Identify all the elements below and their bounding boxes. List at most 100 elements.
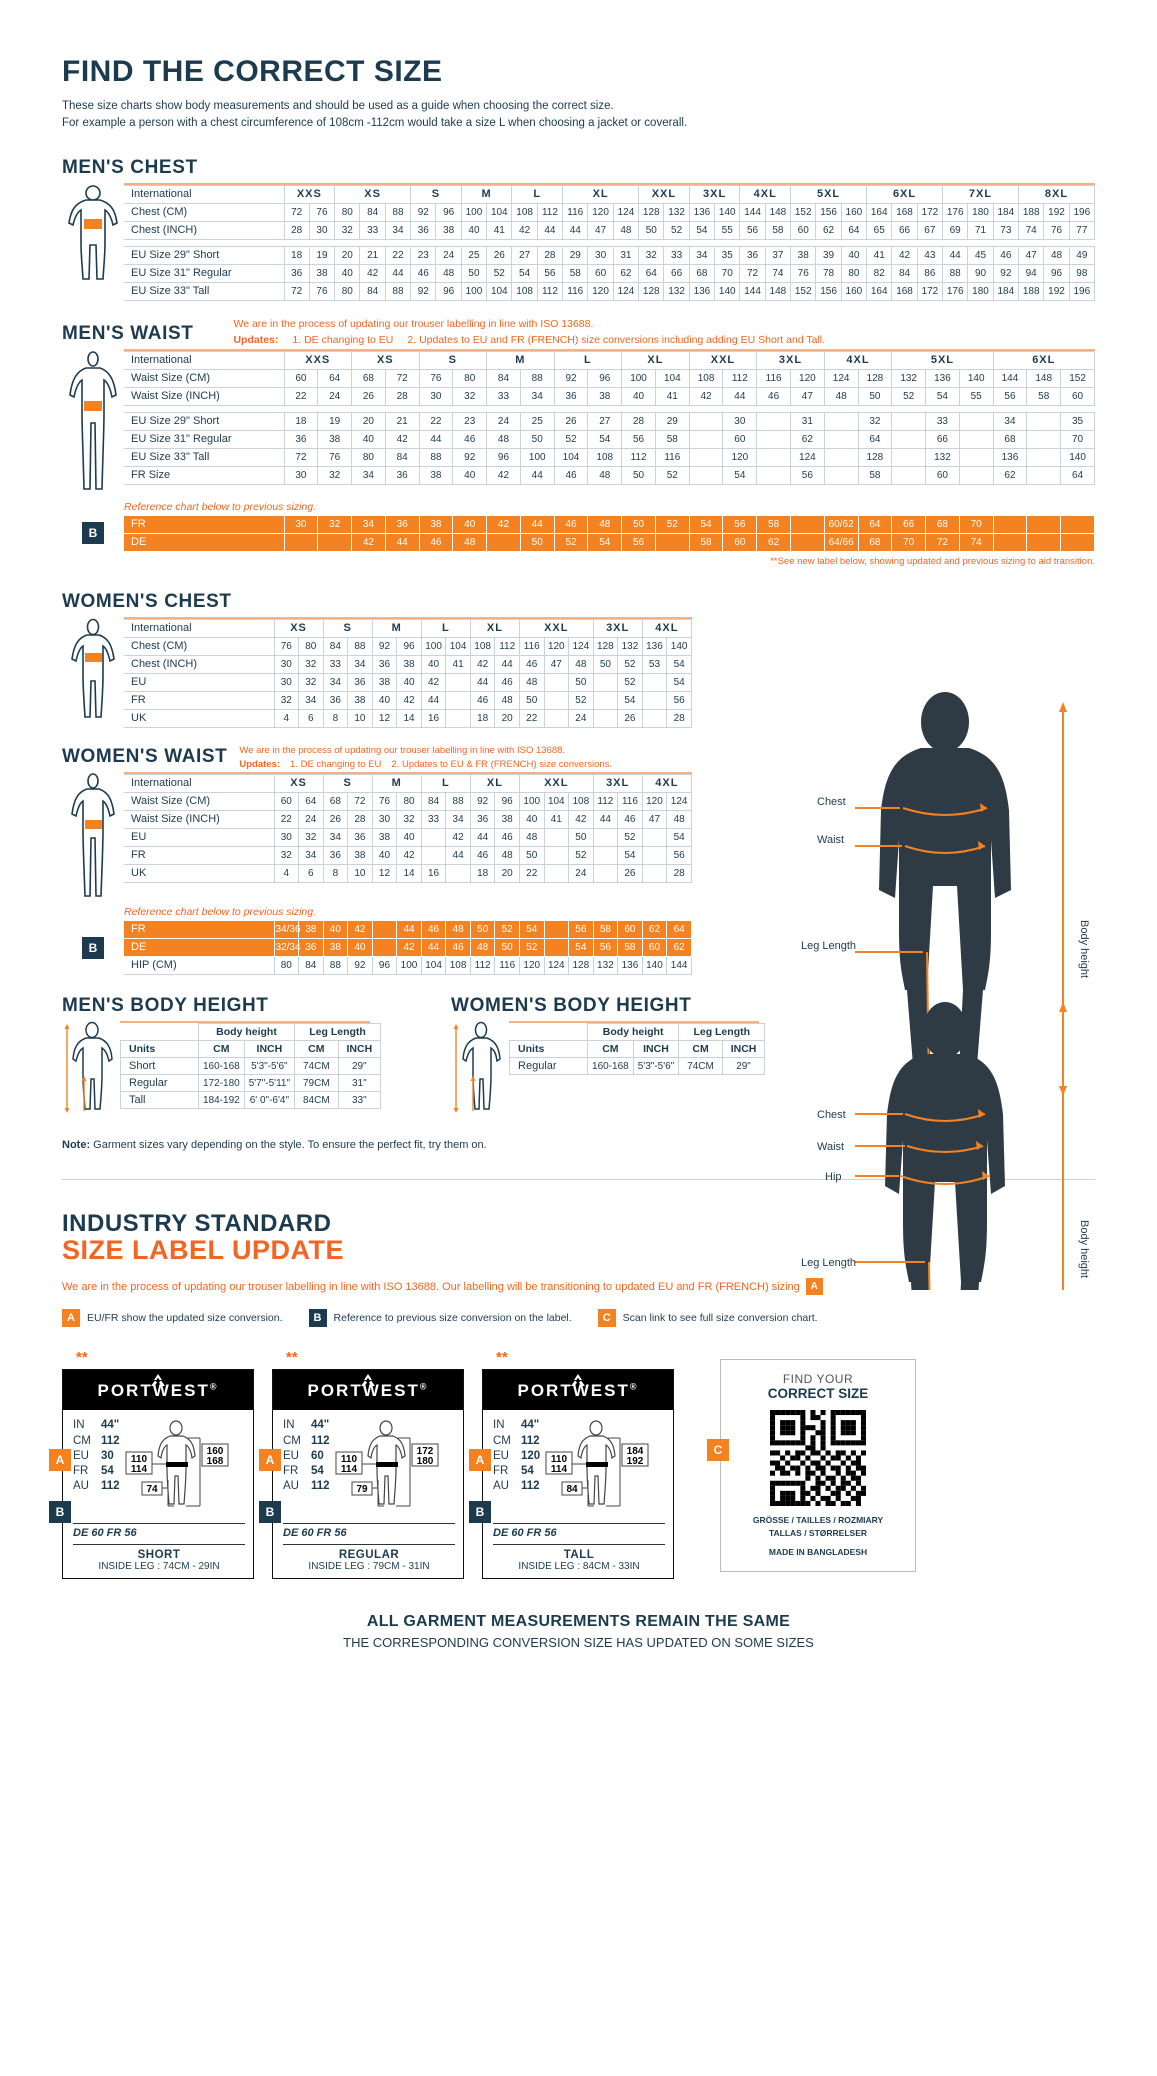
cell: 124 xyxy=(823,368,859,388)
womens-body-height-block: WOMEN'S BODY HEIGHT xyxy=(451,995,766,1114)
cell: 160-168 xyxy=(587,1057,634,1076)
cell: 41 xyxy=(486,221,513,241)
cell: 128 xyxy=(638,282,665,302)
qr-code-image[interactable] xyxy=(770,1410,866,1507)
size-code-key: EU xyxy=(283,1449,299,1462)
cell: 20 xyxy=(494,708,520,728)
womens-waist-badge-b-wrap: B xyxy=(62,936,124,959)
cell: 68 xyxy=(857,532,893,552)
size-codes: IN 44" CM 112 EU 30 FR 54 AU 112 xyxy=(73,1418,120,1515)
cell: 108 xyxy=(511,203,538,223)
cell: 64 xyxy=(857,429,893,449)
portwest-wordmark: PORTWEST xyxy=(517,1381,630,1401)
cell: 67 xyxy=(916,221,944,241)
orange-table-row: DE 32/34 36 38 40 42 44 46 48 50 52 54 56 58 60 62 xyxy=(124,938,692,958)
cell: 62 xyxy=(756,532,791,552)
cell: 88 xyxy=(322,956,349,976)
cell: 160-168 xyxy=(198,1057,245,1076)
cell xyxy=(823,447,859,467)
cell: 60 xyxy=(925,465,960,485)
mens-waist-update-note: We are in the process of updating our tr… xyxy=(193,317,1095,349)
legend-text: Scan link to see full size conversion ch… xyxy=(622,1312,818,1325)
table-row: FR Size 30 32 34 36 38 40 42 44 46 48 50 52 54 56 58 60 6… xyxy=(124,465,1095,485)
cell: 25 xyxy=(460,246,488,266)
table-row: Chest (CM) 72 76 80 84 88 92 96 100 104 108 112 116 1… xyxy=(124,203,1096,223)
cell: 32/34 xyxy=(273,938,301,958)
label-footer: SHORT INSIDE LEG : 74CM - 29IN xyxy=(73,1544,245,1578)
size-code-value: 60 xyxy=(311,1449,324,1462)
cell: 42 xyxy=(359,264,386,284)
cell: 86 xyxy=(916,264,944,284)
size-code-value: 112 xyxy=(311,1434,330,1447)
cell: 56 xyxy=(568,920,594,940)
cell: 46 xyxy=(469,690,496,710)
cell: 34/36 xyxy=(273,920,301,940)
womens-waist-body: International XS S M L XL XXL 3XL 4XL Waist Size … xyxy=(124,774,693,884)
womens-body-height-title: WOMEN'S BODY HEIGHT xyxy=(451,995,692,1017)
cell: 96 xyxy=(435,203,462,223)
size-group-header: S xyxy=(322,774,373,794)
cell: 65 xyxy=(866,221,893,241)
size-code-value: 54 xyxy=(101,1464,114,1477)
cell: 84 xyxy=(420,792,447,812)
cell: 76 xyxy=(418,368,454,388)
industry-title-2: SIZE LABEL UPDATE xyxy=(62,1235,345,1266)
cell: 24 xyxy=(486,411,521,431)
cell: 80 xyxy=(452,368,488,388)
cell xyxy=(688,411,724,431)
badge-b-womens-waist: B xyxy=(82,936,104,959)
cell: 44 xyxy=(519,465,555,485)
cell: 38 xyxy=(371,828,398,848)
cell: 112 xyxy=(469,956,496,976)
model-label-hip-f: Hip xyxy=(825,1171,842,1183)
cell xyxy=(371,920,398,940)
cell: 76 xyxy=(308,203,336,223)
cell: 44 xyxy=(519,514,555,534)
table-row: Regular 160-168 5'3"-5'6" 74CM 29" xyxy=(509,1057,766,1076)
cell xyxy=(592,828,619,848)
section-mens-waist: MEN'S WAIST We are in the process of upd… xyxy=(62,317,1096,567)
cell: 58 xyxy=(617,938,643,958)
cell: 84 xyxy=(486,368,521,388)
cell: 30 xyxy=(722,411,758,431)
legend-text: Reference to previous size conversion on… xyxy=(333,1312,572,1325)
cell: 76 xyxy=(308,282,336,302)
size-code-row: CM 112 xyxy=(493,1434,540,1449)
cell: 44 xyxy=(418,429,454,449)
cell: 120 xyxy=(518,956,545,976)
intro-line-2: For example a person with a chest circum… xyxy=(62,116,688,129)
cell: 112 xyxy=(722,368,758,388)
cell: 184-192 xyxy=(198,1091,245,1110)
cell: 92 xyxy=(992,264,1020,284)
table-row: International XS S M L XL XXL 3XL 4XL xyxy=(124,618,693,638)
cell xyxy=(486,532,521,552)
cell: 44 xyxy=(420,690,447,710)
row-label: Waist Size (INCH) xyxy=(124,810,275,830)
label-body-diagram: 110 114 160 168 74 xyxy=(124,1418,232,1515)
cell: 42 xyxy=(396,690,422,710)
size-group-header: M xyxy=(460,185,513,205)
size-group-header: L xyxy=(420,618,471,638)
size-code-row: IN 44" xyxy=(73,1418,120,1433)
cell: 74CM xyxy=(678,1057,723,1076)
size-code-row: IN 44" xyxy=(283,1418,330,1433)
cell xyxy=(543,708,570,728)
cell: 54 xyxy=(666,672,692,692)
portwest-logo: PORTWEST® xyxy=(483,1370,673,1411)
cell: 88 xyxy=(418,447,454,467)
badge-a-label: A xyxy=(49,1449,71,1472)
size-group-header: XL xyxy=(621,350,690,370)
cell xyxy=(654,532,690,552)
cell: 46 xyxy=(445,938,471,958)
cell: 69 xyxy=(942,221,969,241)
cell: 92 xyxy=(452,447,488,467)
cell: 33" xyxy=(337,1091,382,1110)
cell: 36 xyxy=(410,221,437,241)
cell xyxy=(823,465,859,485)
cell: 88 xyxy=(347,636,373,656)
cell: 90 xyxy=(967,264,994,284)
cell: 100 xyxy=(396,956,422,976)
cell: 128 xyxy=(638,203,665,223)
row-label: EU Size 33" Tall xyxy=(124,447,285,467)
footer-line-2: THE CORRESPONDING CONVERSION SIZE HAS UP… xyxy=(343,1635,814,1651)
